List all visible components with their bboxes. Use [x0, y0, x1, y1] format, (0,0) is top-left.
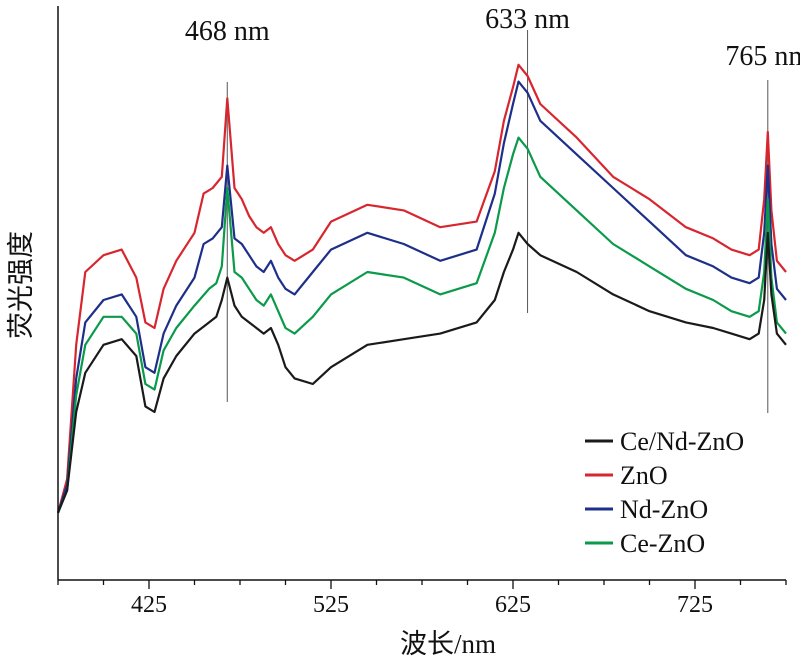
series-line-zno [56, 63, 787, 514]
peak-label-468: 468 nm [185, 16, 270, 47]
legend-label: Ce-ZnO [620, 529, 705, 558]
axes [57, 6, 786, 581]
x-tick-label: 725 [677, 592, 713, 618]
peak-annotations: 468 nm 633 nm 765 nm [185, 4, 800, 72]
y-axis-label: 荧光强度 [6, 231, 36, 339]
x-tick-label: 425 [131, 592, 167, 618]
series-layer [56, 63, 787, 514]
series-line-ce-zno [56, 136, 787, 514]
x-tick-label: 525 [313, 592, 349, 618]
x-tick-label: 625 [495, 592, 531, 618]
x-axis-label: 波长/nm [400, 629, 496, 659]
legend: Ce/Nd-ZnO ZnO Nd-ZnO Ce-ZnO [585, 427, 744, 558]
series-line-nd-zno [56, 80, 787, 514]
legend-label: Ce/Nd-ZnO [620, 427, 744, 456]
x-ticks: 425 525 625 725 [57, 580, 787, 618]
peak-label-765: 765 nm [725, 41, 800, 72]
series-line-ce-nd-zno [56, 231, 787, 514]
peak-label-633: 633 nm [485, 4, 570, 35]
legend-label: Nd-ZnO [620, 495, 708, 524]
legend-label: ZnO [620, 461, 668, 490]
